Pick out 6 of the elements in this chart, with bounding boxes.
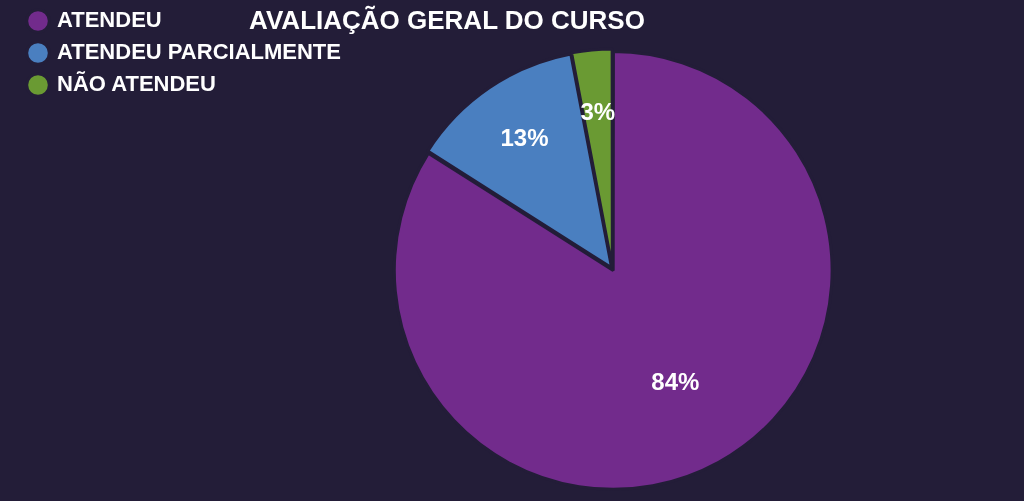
chart-title: AVALIAÇÃO GERAL DO CURSO bbox=[249, 4, 645, 35]
data-label: 13% bbox=[500, 124, 549, 152]
legend-label: ATENDEU PARCIALMENTE bbox=[57, 39, 341, 65]
data-label: 84% bbox=[651, 368, 700, 396]
legend-label: ATENDEU bbox=[57, 7, 162, 33]
legend-label: NÃO ATENDEU bbox=[57, 71, 216, 97]
